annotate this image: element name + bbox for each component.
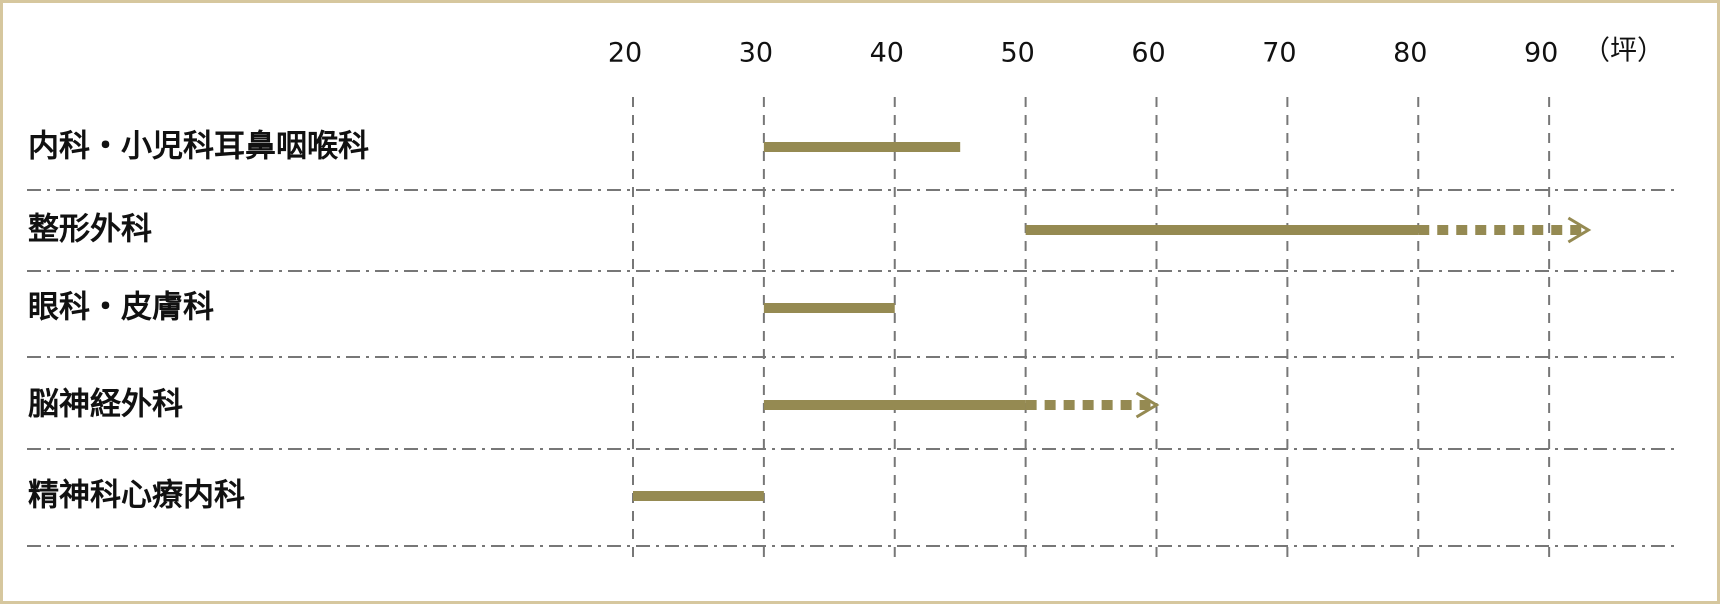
x-tick-label: 60	[1131, 38, 1165, 69]
x-tick-label: 20	[608, 38, 642, 69]
category-label: 脳神経外科	[28, 387, 183, 423]
x-tick-label: 50	[1000, 38, 1034, 69]
category-label: 精神科心療内科	[28, 478, 245, 514]
extension-arrow	[1567, 216, 1592, 244]
x-tick-label: 90	[1524, 38, 1558, 69]
category-label: 整形外科	[28, 212, 152, 248]
x-tick-label: 30	[739, 38, 773, 69]
x-tick-label: 70	[1262, 38, 1296, 69]
category-label: 眼科・皮膚科	[28, 290, 214, 326]
unit-label: （坪）	[1583, 36, 1664, 67]
category-label: 内科・小児科耳鼻咽喉科	[28, 129, 369, 165]
extension-arrow	[1135, 391, 1160, 419]
x-tick-label: 40	[870, 38, 904, 69]
x-tick-label: 80	[1393, 38, 1427, 69]
